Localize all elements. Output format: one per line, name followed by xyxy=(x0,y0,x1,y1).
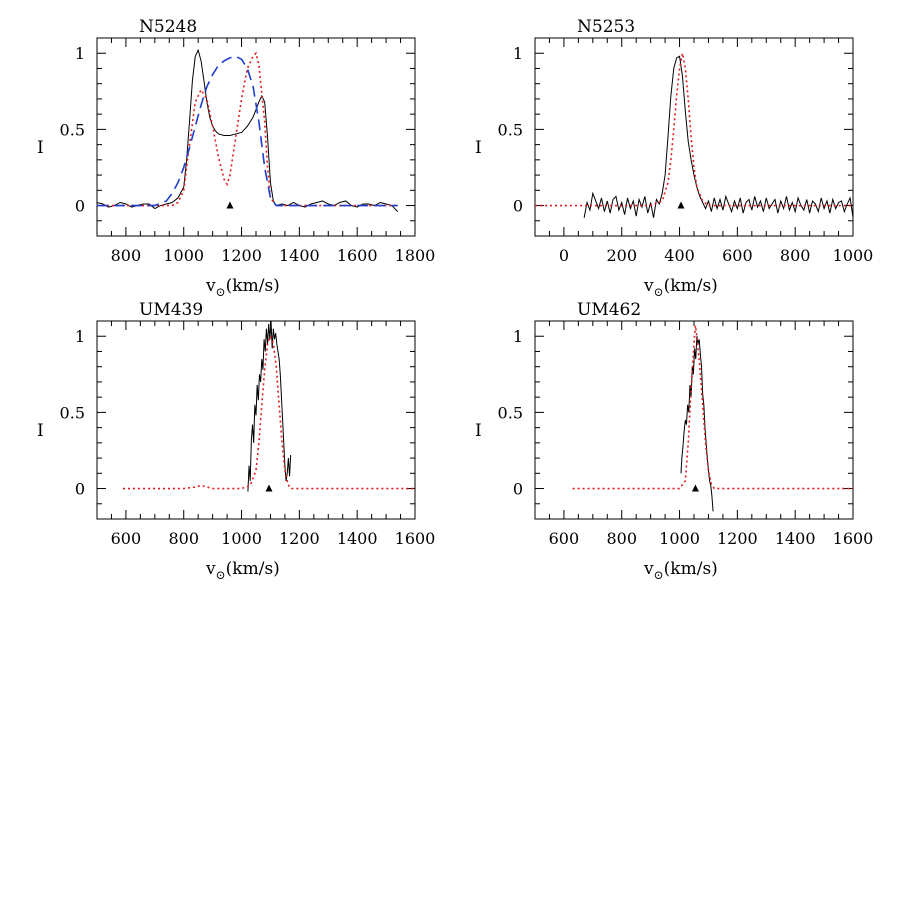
x-tick-label: 1000 xyxy=(833,246,874,265)
x-tick-label: 1000 xyxy=(659,529,700,548)
sun-symbol-icon: ⊙ xyxy=(216,568,226,582)
sun-symbol-icon: ⊙ xyxy=(216,285,226,299)
series-line-solid xyxy=(247,321,292,492)
series-line-dotted xyxy=(97,51,398,207)
y-axis-label: I xyxy=(37,421,44,441)
x-axis-label-symbol: v xyxy=(643,276,654,296)
series-line-dotted xyxy=(535,53,853,207)
y-tick-label: 1 xyxy=(75,44,85,63)
panel-2: 0 200 400 600 800 1000 0 0.5 1 N5253 Iv⊙(km/s) xyxy=(475,17,873,299)
y-tick-label: 0.5 xyxy=(60,120,85,139)
series-line-dashed xyxy=(97,55,398,207)
data-area xyxy=(123,321,415,492)
x-tick-label: 1600 xyxy=(395,529,436,548)
y-tick-label: 0 xyxy=(513,197,523,216)
y-tick-label: 0.5 xyxy=(498,403,523,422)
y-axis-label: I xyxy=(475,421,482,441)
x-tick-label: 800 xyxy=(111,246,142,265)
y-axis-label: I xyxy=(475,138,482,158)
x-axis-label-symbol: v xyxy=(205,559,216,579)
triangle-marker xyxy=(691,484,699,492)
x-tick-label: 600 xyxy=(722,246,753,265)
panel-title: UM462 xyxy=(577,300,641,320)
y-axis-label: I xyxy=(37,138,44,158)
panel-4: 600 800 1000 1200 1400 1600 0 0.5 1 UM462 Iv⊙(km/s… xyxy=(475,300,873,582)
x-tick-label: 800 xyxy=(168,529,199,548)
series-line-dotted xyxy=(572,325,853,490)
x-tick-label: 1400 xyxy=(775,529,816,548)
triangle-marker xyxy=(677,201,685,209)
x-axis-label: v⊙(km/s) xyxy=(643,276,718,299)
x-tick-label: 600 xyxy=(111,529,142,548)
panel-title: N5248 xyxy=(139,17,197,37)
y-tick-label: 1 xyxy=(513,44,523,63)
data-area xyxy=(535,53,853,218)
x-tick-label: 1000 xyxy=(221,529,262,548)
series-line-solid xyxy=(680,336,714,512)
triangle-marker xyxy=(226,201,234,209)
x-tick-label: 1200 xyxy=(717,529,758,548)
y-tick-label: 0 xyxy=(513,480,523,499)
y-tick-label: 1 xyxy=(75,327,85,346)
y-tick-label: 1 xyxy=(513,327,523,346)
x-axis-label-symbol: v xyxy=(643,559,654,579)
x-tick-label: 1000 xyxy=(163,246,204,265)
x-axis-label-unit: (km/s) xyxy=(664,559,718,579)
x-tick-label: 400 xyxy=(664,246,695,265)
series-line-solid xyxy=(97,48,399,212)
x-axis-label: v⊙(km/s) xyxy=(205,559,280,582)
x-tick-label: 600 xyxy=(549,529,580,548)
x-tick-label: 1200 xyxy=(221,246,262,265)
data-area xyxy=(97,48,399,212)
x-axis-label-symbol: v xyxy=(205,276,216,296)
panel-3: 600 800 1000 1200 1400 1600 0 0.5 1 UM439 Iv⊙(km/s… xyxy=(37,300,435,582)
series-line-dotted xyxy=(123,333,415,490)
x-tick-label: 1200 xyxy=(279,529,320,548)
series-line-solid xyxy=(583,55,853,218)
y-tick-label: 0 xyxy=(75,480,85,499)
x-axis-label-unit: (km/s) xyxy=(226,276,280,296)
panel-title: N5253 xyxy=(577,17,635,37)
x-axis-label: v⊙(km/s) xyxy=(205,276,280,299)
x-tick-label: 800 xyxy=(606,529,637,548)
x-tick-label: 1800 xyxy=(395,246,436,265)
sun-symbol-icon: ⊙ xyxy=(654,568,664,582)
y-tick-label: 0 xyxy=(75,197,85,216)
y-tick-label: 0.5 xyxy=(498,120,523,139)
x-tick-label: 1600 xyxy=(337,246,378,265)
x-tick-label: 1400 xyxy=(337,529,378,548)
x-axis-label-unit: (km/s) xyxy=(226,559,280,579)
panel-title: UM439 xyxy=(139,300,203,320)
x-tick-label: 0 xyxy=(559,246,569,265)
sun-symbol-icon: ⊙ xyxy=(654,285,664,299)
x-tick-label: 800 xyxy=(780,246,811,265)
y-tick-label: 0.5 xyxy=(60,403,85,422)
x-tick-label: 1400 xyxy=(279,246,320,265)
x-axis-label-unit: (km/s) xyxy=(664,276,718,296)
x-tick-label: 1600 xyxy=(833,529,874,548)
triangle-marker xyxy=(265,484,273,492)
data-area xyxy=(572,325,853,512)
panel-1: 800 1000 1200 1400 1600 1800 0 0.5 1 N5248 Iv⊙(km/… xyxy=(37,17,435,299)
x-axis-label: v⊙(km/s) xyxy=(643,559,718,582)
x-tick-label: 200 xyxy=(606,246,637,265)
